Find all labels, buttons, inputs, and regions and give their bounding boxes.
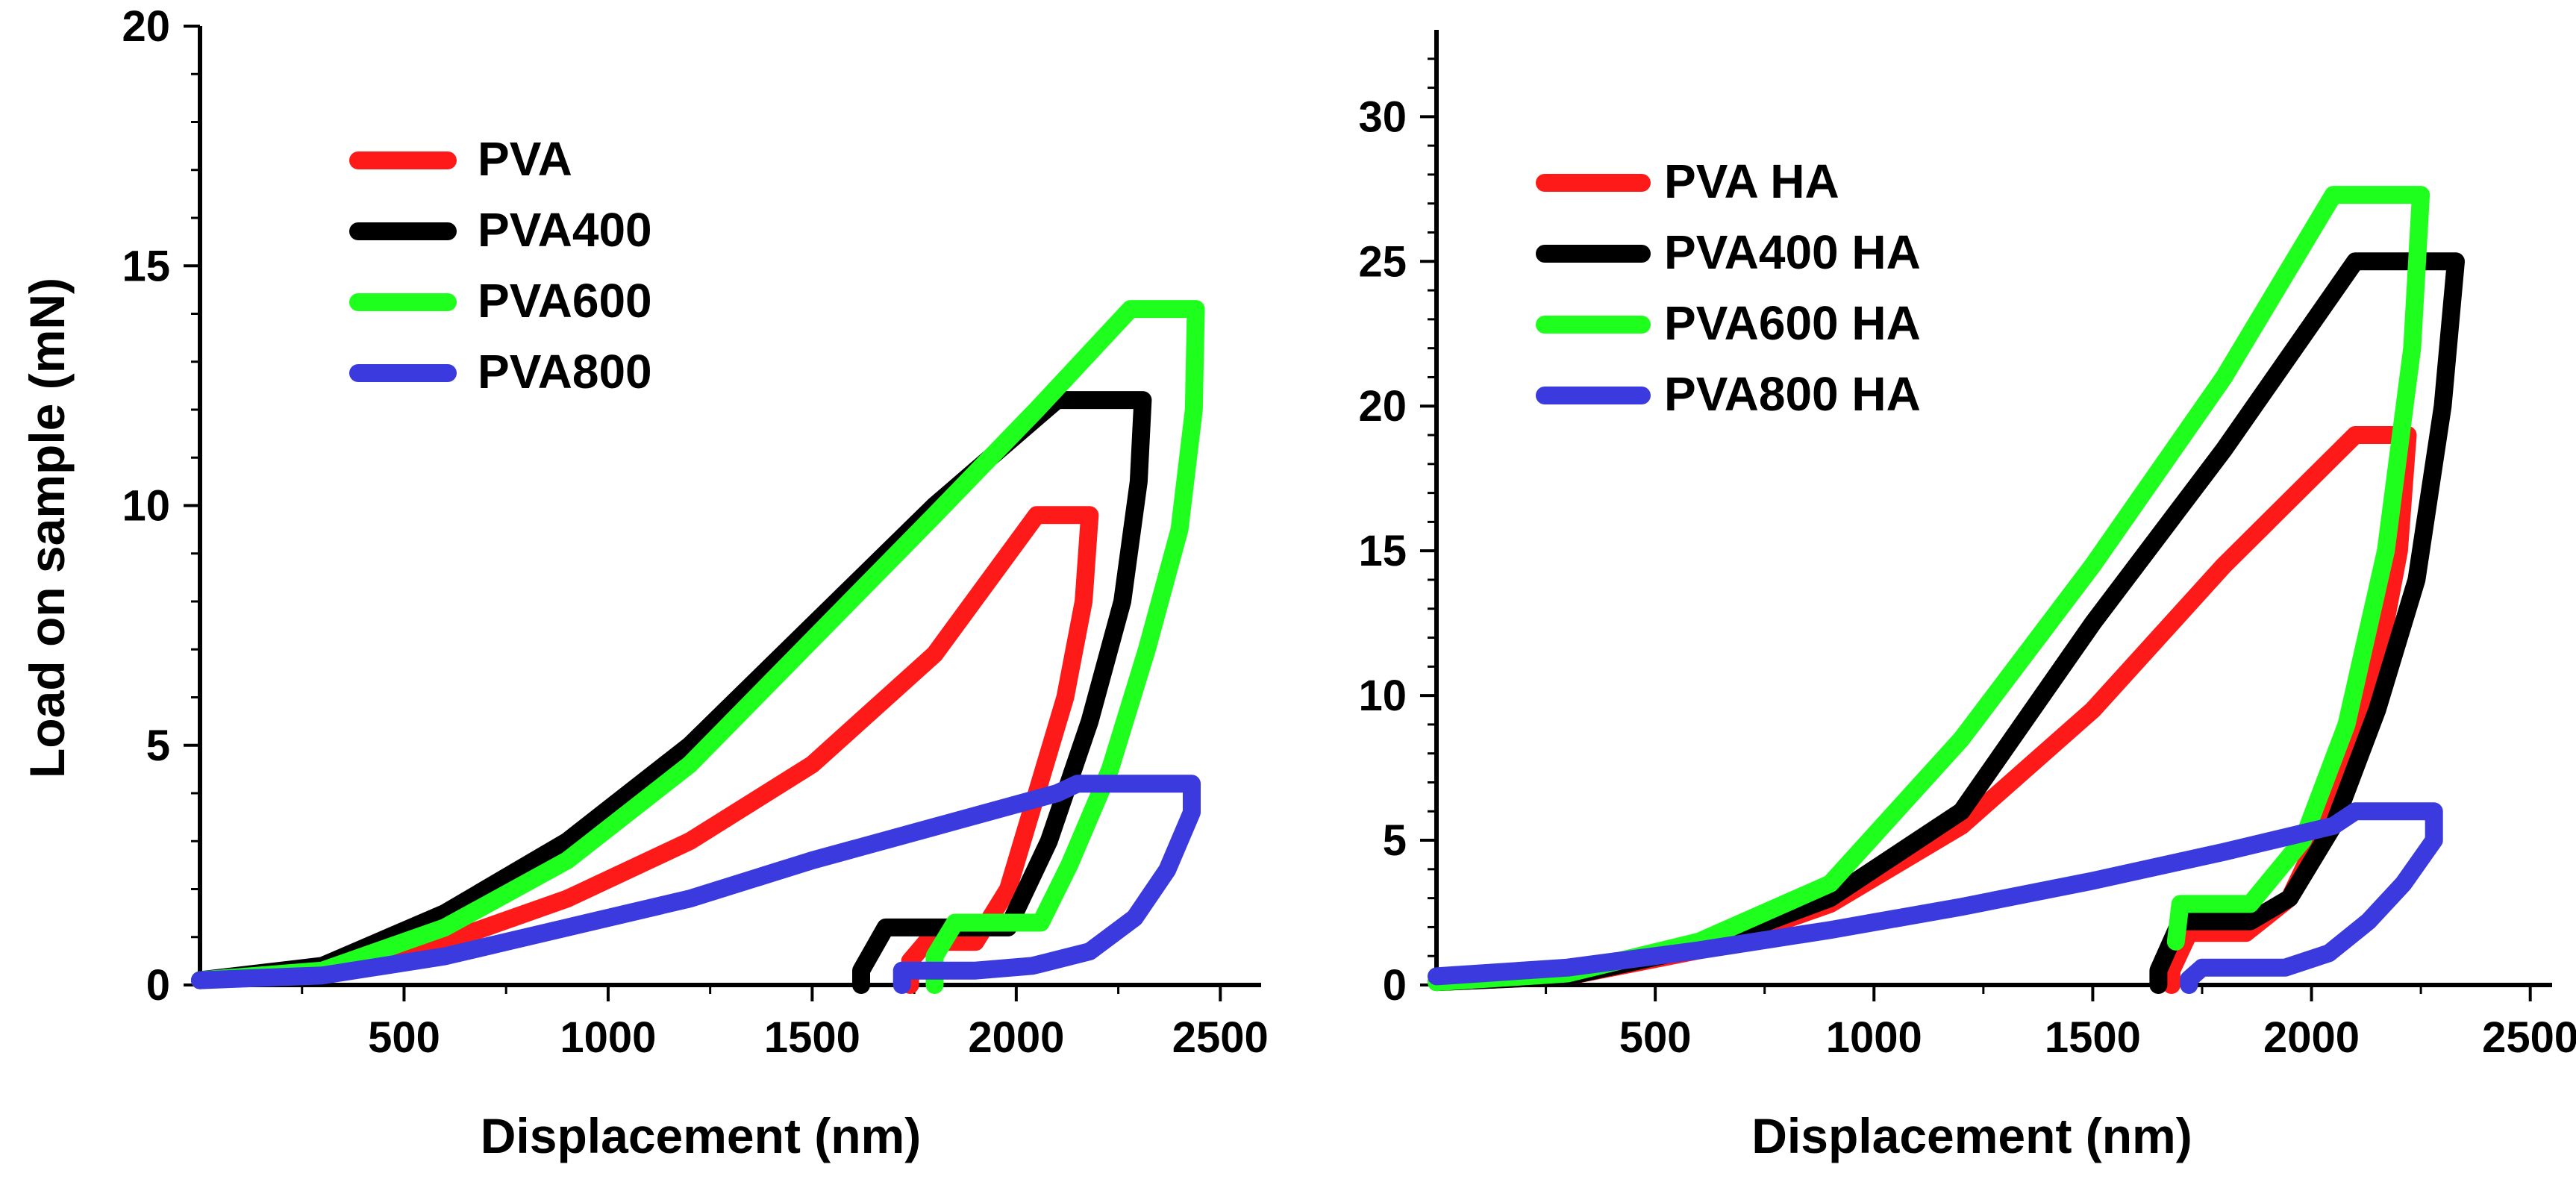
series-line-pva600 (191, 300, 1205, 994)
y-tick-label: 0 (1383, 961, 1407, 1010)
y-tick-label: 25 (1358, 237, 1407, 286)
y-tick-label: 5 (1383, 816, 1407, 865)
y-tick-label: 0 (146, 961, 170, 1010)
y-tick-label: 5 (146, 722, 170, 770)
chart-pva-ha: 500 1000 1500 2000 2500 0 5 10 15 20 25 30 Displacem… (1358, 30, 2576, 1163)
y-axis-label: Load on sample (mN) (19, 278, 75, 778)
y-tick-label: 15 (122, 242, 170, 290)
x-tick-label: 1500 (2045, 1013, 2141, 1062)
legend-label: PVA (478, 132, 572, 186)
x-tick-label: 1000 (560, 1013, 656, 1062)
x-tick-label: 2000 (2263, 1013, 2360, 1062)
x-tick-label: 2500 (1172, 1013, 1269, 1062)
x-axis-label: Displacement (nm) (1751, 1108, 2192, 1163)
y-tick-label: 10 (1358, 672, 1407, 720)
x-tick-label: 500 (1619, 1013, 1692, 1062)
chart-pva: 500 1000 1500 2000 2500 0 5 10 15 20 Displacement … (19, 2, 1269, 1163)
y-tick-label: 20 (122, 2, 170, 51)
series-line-pva (191, 506, 1099, 994)
legend-label: PVA400 (478, 203, 652, 257)
x-axis-label: Displacement (nm) (481, 1108, 921, 1163)
legend-label: PVA800 (478, 345, 652, 398)
series-line-pva600-ha (1428, 186, 2430, 992)
y-tick-label: 10 (122, 482, 170, 531)
y-tick-label: 30 (1358, 93, 1407, 141)
x-tick-label: 1500 (764, 1013, 860, 1062)
y-tick-label: 15 (1358, 527, 1407, 575)
y-tick-label: 20 (1358, 382, 1407, 431)
legend-label: PVA400 HA (1664, 225, 1921, 279)
x-tick-label: 2500 (2482, 1013, 2576, 1062)
series-line-pva800-ha (1428, 802, 2443, 994)
series-line-pva400-ha (1428, 252, 2465, 994)
x-tick-label: 2000 (968, 1013, 1064, 1062)
legend-label: PVA600 (478, 274, 652, 328)
legend-label: PVA HA (1664, 154, 1839, 208)
x-tick-label: 1000 (1826, 1013, 1922, 1062)
legend-label: PVA600 HA (1664, 296, 1921, 350)
legend-label: PVA800 HA (1664, 367, 1921, 421)
series-line-pva800 (191, 775, 1201, 994)
x-tick-label: 500 (368, 1013, 440, 1062)
